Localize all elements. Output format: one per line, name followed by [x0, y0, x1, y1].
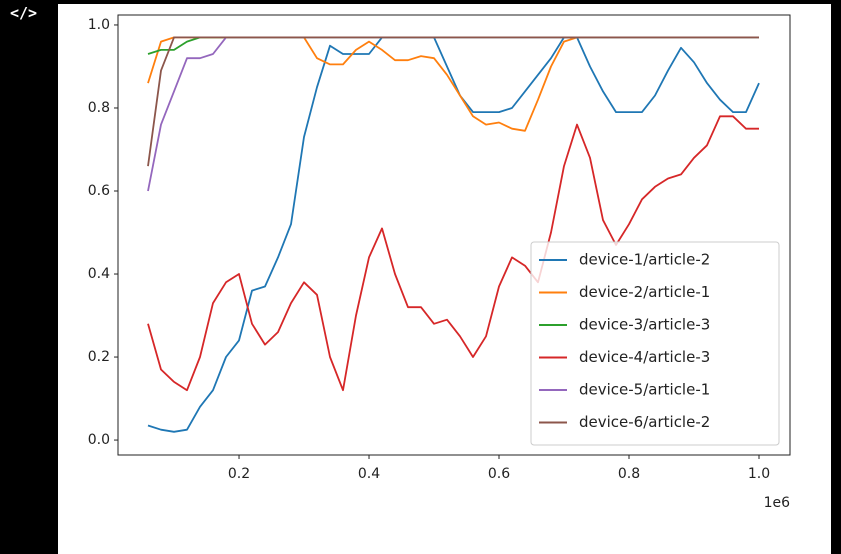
output-icon: </>: [10, 4, 38, 22]
series-line: [147, 115, 759, 392]
x-tick-label: 0.2: [228, 466, 250, 482]
axes-frame: [117, 14, 791, 456]
x-tick-label: 1.0: [748, 466, 770, 482]
legend-label: device-4/article-3: [579, 348, 710, 366]
y-tick-label: 1.0: [88, 17, 110, 33]
legend-label: device-3/article-3: [579, 316, 710, 334]
series-line: [147, 36, 759, 167]
x-tick-label: 0.8: [618, 466, 640, 482]
y-tick-label: 0.6: [88, 183, 110, 199]
legend-box: [530, 241, 780, 446]
legend-label: device-5/article-1: [579, 381, 710, 399]
legend-label: device-2/article-1: [579, 283, 710, 301]
x-offset-label: 1e6: [764, 495, 791, 511]
x-tick-label: 0.6: [488, 466, 510, 482]
y-tick-label: 0.4: [88, 266, 110, 282]
y-tick-label: 0.0: [88, 432, 110, 448]
y-tick-label: 0.8: [88, 100, 110, 116]
series-line: [147, 36, 760, 433]
legend: device-1/article-2 device-2/article-1 devi…: [530, 241, 780, 446]
y-tick-label: 0.2: [88, 349, 110, 365]
x-tick-label: 0.4: [358, 466, 380, 482]
legend-label: device-6/article-2: [579, 413, 710, 431]
legend-label: device-1/article-2: [579, 251, 710, 269]
